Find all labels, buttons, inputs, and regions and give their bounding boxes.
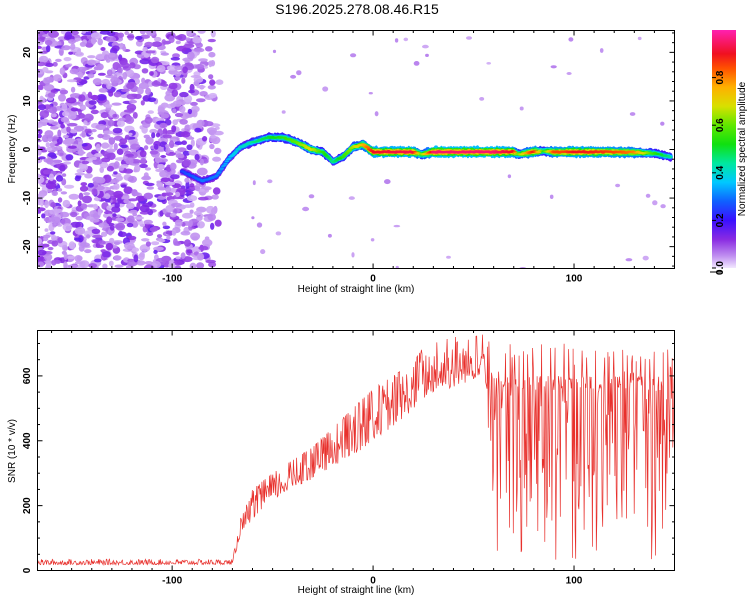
svg-text:-100: -100 [162,274,182,285]
svg-text:-20: -20 [22,239,33,254]
spectrogram-y-label: Frequency (Hz) [7,115,18,184]
spectrogram-signal-track [180,132,673,186]
snr-frame [37,330,675,571]
snr-x-ticks: -100 0 100 [51,330,675,587]
snr-panel: -100 0 100 0 200 400 600 Height of straight l… [7,330,675,596]
svg-text:0: 0 [370,576,376,587]
svg-text:200: 200 [22,497,33,514]
spectrogram-sparse-noise [251,36,666,269]
svg-text:0.2: 0.2 [715,213,726,227]
svg-text:-100: -100 [162,576,182,587]
svg-text:600: 600 [22,367,33,384]
snr-y-ticks: 0 200 400 600 [22,342,675,573]
svg-text:0: 0 [22,567,33,573]
colorbar: 0.0 0.2 0.4 0.6 0.8 Normalized spectral ampl… [710,30,748,275]
snr-x-label: Height of straight line (km) [298,585,415,596]
svg-text:100: 100 [566,274,583,285]
svg-text:400: 400 [22,432,33,449]
colorbar-label: Normalized spectral amplitude [737,81,748,216]
svg-text:0.0: 0.0 [715,261,726,275]
svg-text:100: 100 [566,576,583,587]
svg-text:0.8: 0.8 [715,70,726,84]
spectrogram-x-ticks: -100 0 100 [51,30,675,285]
colorbar-gradient [712,30,736,268]
svg-text:10: 10 [22,95,33,107]
svg-text:0.4: 0.4 [715,165,726,179]
svg-text:0.6: 0.6 [715,118,726,132]
figure-title: S196.2025.278.08.46.R15 [275,1,439,17]
colorbar-ticks: 0.0 0.2 0.4 0.6 0.8 [710,70,726,275]
snr-y-label: SNR (10 * v/v) [7,419,18,483]
svg-text:0: 0 [370,274,376,285]
spectrogram-noise-field [37,30,224,269]
spectrogram-y-ticks: -20 -10 0 10 20 [22,32,675,267]
svg-text:0: 0 [22,146,33,152]
svg-text:-10: -10 [22,190,33,205]
snr-series-line [37,334,675,566]
spectrogram-x-label: Height of straight line (km) [298,284,415,295]
svg-text:20: 20 [22,46,33,58]
